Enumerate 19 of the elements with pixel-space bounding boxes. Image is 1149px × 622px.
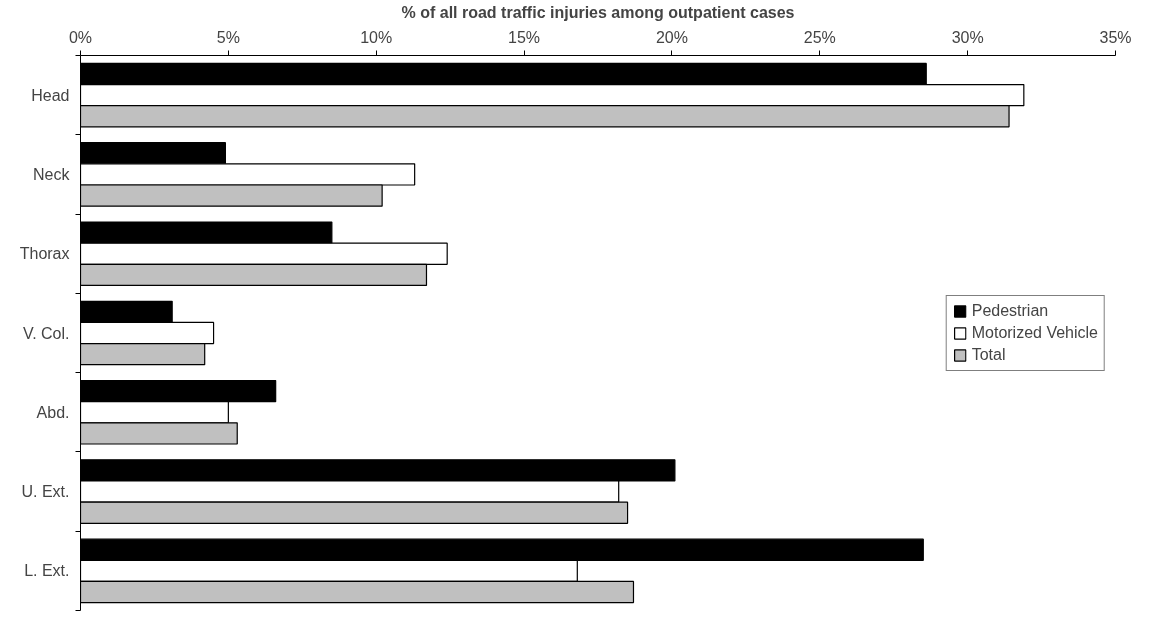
legend-label: Motorized Vehicle — [971, 323, 1098, 342]
y-tick-label: U. Ext. — [21, 483, 70, 501]
x-tick-label: 10% — [360, 28, 393, 46]
x-tick-label: 5% — [216, 28, 240, 46]
y-tick-label: L. Ext. — [24, 562, 70, 580]
legend-label: Pedestrian — [971, 301, 1049, 320]
x-tick-label: 15% — [508, 28, 541, 46]
y-tick-label: Thorax — [19, 245, 70, 263]
legend-label: Total — [971, 345, 1006, 364]
x-tick-label: 20% — [655, 28, 688, 46]
x-axis-title: % of all road traffic injuries among outpatient cases — [401, 3, 795, 21]
y-tick-label: V. Col. — [22, 324, 70, 342]
x-tick-label: 25% — [803, 28, 836, 46]
x-tick-label: 30% — [951, 28, 984, 46]
x-tick-label: 35% — [1099, 28, 1132, 46]
y-tick-label: Neck — [33, 165, 71, 183]
y-tick-label: Head — [31, 86, 70, 104]
y-tick-label: Abd. — [36, 403, 70, 421]
x-tick-label: 0% — [68, 28, 93, 46]
